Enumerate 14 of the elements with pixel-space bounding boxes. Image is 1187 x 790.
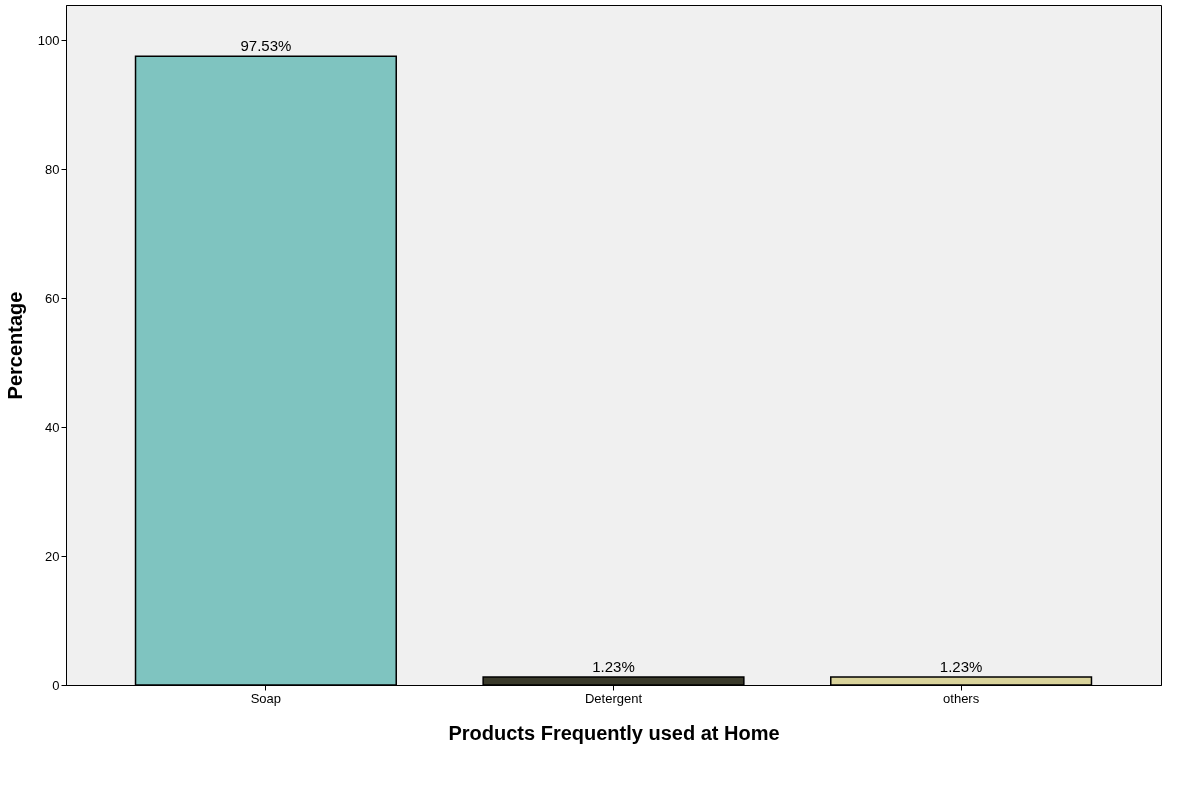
- x-tick-label: Detergent: [584, 690, 643, 706]
- y-axis-title: Percentage: [3, 291, 26, 400]
- y-tick-label: 0: [52, 677, 60, 693]
- y-tick-label: 80: [45, 161, 60, 177]
- x-axis-title: Products Frequently used at Home: [448, 721, 780, 744]
- data-label: 1.23%: [592, 658, 635, 676]
- y-tick-label: 40: [45, 419, 60, 435]
- y-tick-label: 100: [37, 32, 60, 48]
- data-label: 97.53%: [240, 37, 292, 55]
- x-tick-label: Soap: [250, 690, 282, 706]
- data-label: 1.23%: [939, 658, 983, 676]
- y-tick-label: 60: [45, 290, 60, 306]
- y-tick-label: 20: [45, 548, 60, 564]
- x-tick-label: others: [943, 690, 980, 706]
